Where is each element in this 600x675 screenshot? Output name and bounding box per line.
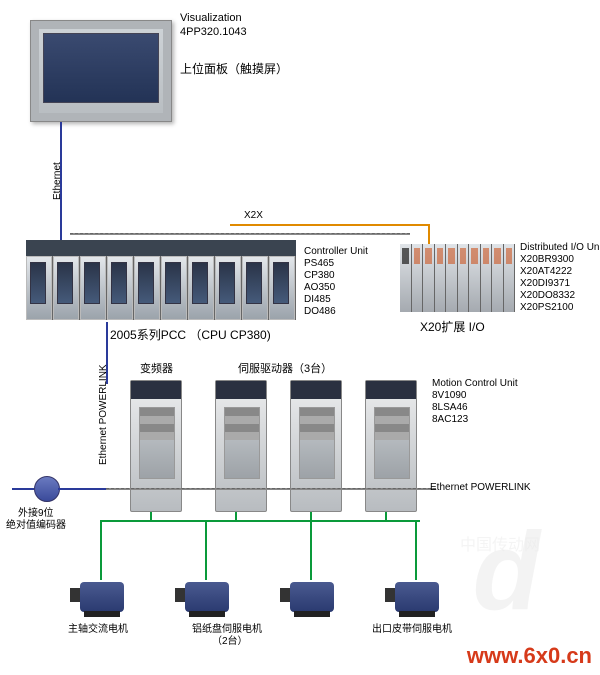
line-x2x-guide [70,233,410,235]
plc-backplane [26,240,296,256]
io-slot [458,244,470,312]
line-motor-bus [100,520,420,522]
line-epl-bus [106,488,436,490]
ethernet-label: Ethernet [52,162,63,200]
motion-mod-0: 8V1090 [432,390,466,401]
plc-mod-4: DO486 [304,306,336,317]
hmi-title: Visualization [180,12,242,24]
plc-slot [26,256,53,320]
io-slot [504,244,516,312]
motion-unit-title: Motion Control Unit [432,378,518,389]
encoder-l2: 绝对值编码器 [6,516,66,531]
drive-vfd [130,380,182,512]
plc-slot [242,256,269,320]
hmi-caption: 上位面板（触摸屏） [180,60,288,77]
motor-foil-label-2: （2台） [212,632,248,647]
vfd-label: 变频器 [140,360,173,376]
drive-servo-2 [290,380,342,512]
line-d1-up [150,512,152,520]
line-m2-down [205,520,207,580]
io-slot [446,244,458,312]
watermark-d: d [473,508,540,635]
plc-slot [161,256,188,320]
plc-rack [26,240,296,320]
plc-slot [80,256,107,320]
motor-exit [395,582,439,612]
drive-servo-1 [215,380,267,512]
io-slot [400,244,412,312]
hmi-model: 4PP320.1043 [180,26,247,38]
io-slot [481,244,493,312]
hmi-panel [30,20,172,122]
io-mod-1: X20AT4222 [520,266,572,277]
plc-slot [134,256,161,320]
controller-unit-title: Controller Unit [304,246,368,257]
plc-slot [269,256,296,320]
io-slot [492,244,504,312]
io-slot [435,244,447,312]
io-slot [469,244,481,312]
plc-mod-2: AO350 [304,282,335,293]
line-enc-h1 [12,488,34,490]
plc-slot [215,256,242,320]
motor-exit-label: 出口皮带伺服电机 [372,620,452,635]
io-mod-3: X20DO8332 [520,290,575,301]
motor-foil-2 [290,582,334,612]
io-slot [412,244,424,312]
plc-slot [107,256,134,320]
plc-slot [188,256,215,320]
line-m3-down [310,520,312,580]
servo-label: 伺服驱动器（3台） [238,360,332,376]
io-unit-title: Distributed I/O Unit [520,242,600,253]
plc-caption: 2005系列PCC （CPU CP380) [110,326,271,343]
io-caption: X20扩展 I/O [420,318,485,335]
io-slot [423,244,435,312]
line-enc-h2 [58,488,106,490]
line-d3-up [310,512,312,520]
encoder-icon [34,476,60,502]
motor-foil-1 [185,582,229,612]
drive-servo-3 [365,380,417,512]
epl-vert-label: Ethernet POWERLINK [98,364,109,465]
epl-horiz-label: Ethernet POWERLINK [430,482,531,493]
io-rack [400,244,515,312]
watermark-cn: 中国传动网 [460,531,540,555]
x2x-label: X2X [244,210,263,221]
hmi-display [43,33,159,103]
line-d4-up [385,512,387,520]
io-mod-0: X20BR9300 [520,254,574,265]
line-x2x-v [428,224,430,244]
plc-mod-3: DI485 [304,294,331,305]
io-mod-4: X20PS2100 [520,302,573,313]
line-d2-up [235,512,237,520]
motion-mod-1: 8LSA46 [432,402,468,413]
plc-mod-1: CP380 [304,270,335,281]
motor-main-label: 主轴交流电机 [68,620,128,635]
motion-mod-2: 8AC123 [432,414,468,425]
plc-slot [53,256,80,320]
io-mod-2: X20DI9371 [520,278,570,289]
motor-main [80,582,124,612]
plc-mod-0: PS465 [304,258,334,269]
watermark-url: www.6x0.cn [467,643,592,669]
line-m1-down [100,520,102,580]
line-x2x-h [230,224,430,226]
line-m4-down [415,520,417,580]
